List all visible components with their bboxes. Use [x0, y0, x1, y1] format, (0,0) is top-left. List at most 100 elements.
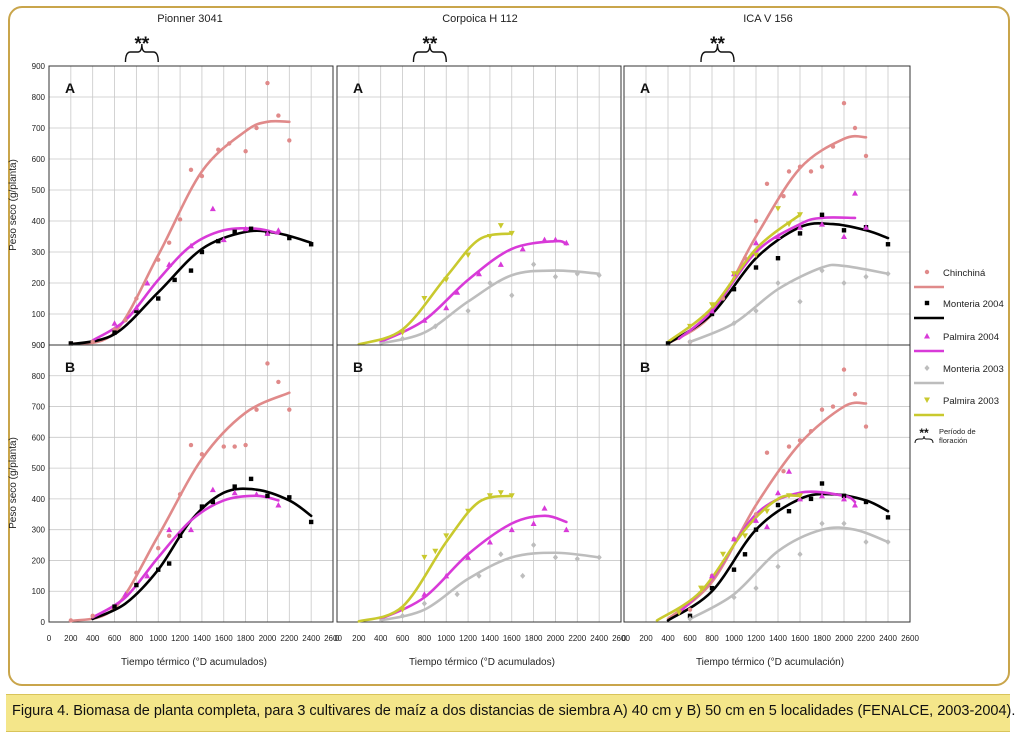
legend-marker	[924, 300, 930, 306]
data-point	[199, 173, 205, 179]
legend: Chinchiná Monteria 2004 Palmira 2004 Monter…	[914, 268, 1004, 445]
panel-letter: B	[65, 359, 75, 375]
data-point	[122, 591, 129, 597]
x-tick-label: 1400	[481, 634, 499, 643]
fit-curve	[357, 494, 514, 623]
data-point	[852, 392, 858, 397]
fit-curve	[655, 494, 802, 622]
data-point	[885, 515, 891, 520]
data-point	[156, 296, 161, 301]
y-tick-label: 100	[32, 587, 46, 596]
data-point	[144, 572, 151, 579]
data-point	[421, 591, 428, 597]
data-point	[742, 533, 748, 539]
data-point	[687, 338, 693, 345]
data-point	[742, 552, 748, 557]
data-point	[487, 280, 493, 286]
data-point	[841, 228, 847, 233]
data-point	[541, 236, 548, 243]
data-point	[753, 517, 759, 523]
data-point	[177, 492, 183, 497]
y-tick-label: 400	[32, 217, 46, 226]
data-point	[852, 125, 858, 131]
data-point	[90, 613, 95, 619]
data-point	[432, 323, 438, 330]
data-point	[863, 538, 869, 545]
data-point	[210, 499, 216, 505]
data-point	[885, 538, 891, 545]
data-point	[287, 138, 292, 143]
x-tick-label: 2000	[259, 634, 277, 643]
data-point	[134, 296, 139, 301]
data-point	[781, 468, 786, 474]
data-point	[808, 169, 814, 174]
data-point	[209, 205, 216, 212]
data-point	[188, 167, 194, 173]
y-tick-label: 100	[32, 310, 46, 319]
legend-label: Palmira 2003	[943, 396, 999, 407]
panel-corpoica-h-112-a: A	[336, 65, 622, 346]
x-tick-label: 1800	[525, 634, 543, 643]
flowering-marker: **	[710, 34, 725, 55]
data-point	[797, 212, 803, 218]
x-tick-label: 2200	[568, 634, 586, 643]
data-point	[852, 502, 858, 508]
data-point	[841, 520, 847, 527]
x-tick-label: 2600	[901, 634, 919, 643]
x-tick-label: 0	[622, 634, 627, 643]
data-point	[232, 444, 237, 449]
data-point	[775, 206, 781, 212]
data-point	[166, 240, 172, 245]
data-point	[443, 533, 450, 539]
data-point	[841, 101, 847, 106]
x-tick-label: 2600	[612, 634, 630, 643]
data-point	[486, 538, 493, 545]
x-tick-label: 1800	[237, 634, 255, 643]
data-point	[232, 229, 237, 235]
data-point	[797, 231, 803, 236]
data-point	[265, 493, 270, 499]
fit-curve	[688, 263, 890, 344]
data-point	[709, 302, 715, 308]
data-point	[552, 273, 559, 280]
legend-flowering-label: Período de floración	[939, 427, 976, 445]
data-point	[698, 585, 704, 592]
data-point	[786, 444, 792, 449]
data-point	[541, 505, 548, 511]
x-tick-label: 1000	[725, 634, 743, 643]
data-point	[720, 551, 726, 558]
data-point	[112, 330, 117, 335]
data-point	[443, 572, 450, 579]
panel-ica-v-156-a: A	[623, 65, 911, 346]
data-point	[276, 113, 281, 118]
data-point	[134, 570, 139, 575]
data-point	[852, 190, 858, 196]
legend-marker	[924, 365, 930, 371]
data-point	[476, 572, 482, 579]
x-axis-label: Tiempo térmico (°D acumulación)	[696, 657, 844, 668]
data-point	[841, 367, 847, 372]
data-point	[764, 181, 770, 186]
x-tick-label: 0	[47, 634, 52, 643]
legend-label: Chinchiná	[943, 268, 986, 279]
data-point	[775, 563, 781, 570]
data-point	[216, 238, 221, 244]
data-point	[676, 610, 682, 616]
x-tick-label: 2600	[324, 634, 342, 643]
data-point	[775, 256, 781, 261]
data-point	[156, 567, 161, 572]
x-tick-label: 200	[639, 634, 653, 643]
flowering-marker: **	[422, 34, 437, 55]
data-point	[454, 591, 460, 598]
data-point	[476, 270, 482, 277]
data-point	[177, 533, 183, 539]
figure-frame	[8, 6, 1010, 686]
y-tick-label: 600	[32, 433, 46, 442]
y-tick-label: 900	[32, 62, 46, 71]
data-point	[863, 424, 869, 429]
data-point	[199, 452, 205, 457]
data-point	[188, 268, 194, 273]
panel-letter: A	[65, 80, 75, 96]
data-point	[819, 164, 825, 169]
data-point	[443, 277, 450, 283]
